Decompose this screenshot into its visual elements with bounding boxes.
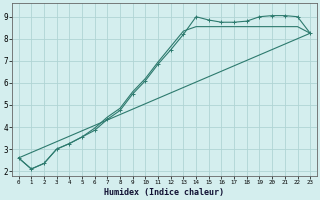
X-axis label: Humidex (Indice chaleur): Humidex (Indice chaleur) — [104, 188, 224, 197]
